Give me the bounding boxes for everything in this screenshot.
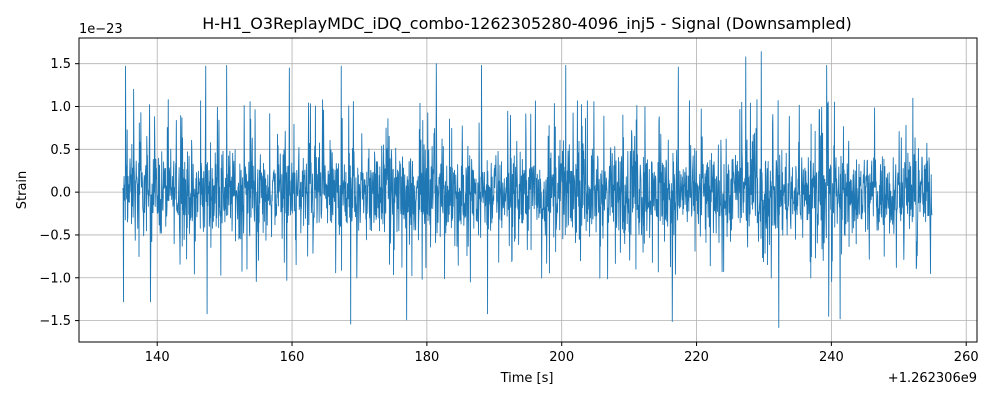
chart-title: H-H1_O3ReplayMDC_iDQ_combo-1262305280-40… bbox=[202, 14, 852, 34]
x-tick-label: 160 bbox=[280, 350, 305, 365]
y-axis-ticks: −1.5 −1.0 −0.5 0.0 0.5 1.0 1.5 bbox=[39, 57, 79, 329]
y-tick-label: −0.5 bbox=[39, 228, 71, 243]
x-axis-label: Time [s] bbox=[500, 371, 554, 386]
axes-frame bbox=[78, 37, 978, 343]
y-tick-label: 0.5 bbox=[50, 143, 71, 158]
x-tick-label: 260 bbox=[954, 350, 979, 365]
y-scale-label: 1e−23 bbox=[79, 22, 123, 37]
y-tick-label: 0.0 bbox=[50, 186, 71, 201]
y-axis-label: Strain bbox=[15, 171, 30, 210]
y-tick-label: 1.0 bbox=[50, 100, 71, 115]
y-tick-label: 1.5 bbox=[50, 57, 71, 72]
signal-series-line bbox=[122, 51, 933, 328]
plot-area bbox=[122, 51, 933, 328]
x-tick-label: 240 bbox=[819, 350, 844, 365]
x-tick-label: 140 bbox=[145, 350, 170, 365]
y-tick-label: −1.5 bbox=[39, 314, 71, 329]
x-axis-ticks: 140 160 180 200 220 240 260 bbox=[145, 342, 979, 365]
x-tick-label: 220 bbox=[684, 350, 709, 365]
x-tick-label: 200 bbox=[549, 350, 574, 365]
x-offset-label: +1.262306e9 bbox=[888, 371, 977, 386]
x-tick-label: 180 bbox=[414, 350, 439, 365]
y-tick-label: −1.0 bbox=[39, 271, 71, 286]
